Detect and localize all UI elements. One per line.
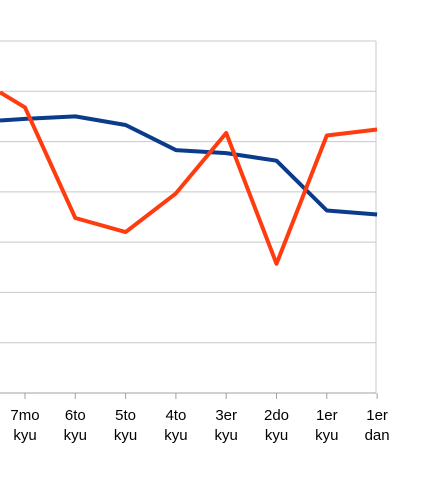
series-lines: [0, 90, 378, 266]
x-tick-label: 1er dan: [365, 407, 390, 444]
x-tick-label: 7mo kyu: [10, 407, 39, 444]
gridlines: [0, 40, 376, 344]
x-tick-label: 5to kyu: [114, 407, 137, 444]
x-tick-label: 3er kyu: [215, 407, 238, 444]
x-tick-label: 2do kyu: [264, 407, 289, 444]
axis-lines: [0, 41, 378, 399]
series-line-1: [0, 114, 378, 217]
series-line-2: [0, 90, 378, 266]
x-tick-labels: 7mo kyu 6to kyu 5to kyu 4to kyu 3er kyu 2do kyu 1er k…: [10, 407, 389, 444]
x-tick-label: 6to kyu: [64, 407, 87, 444]
x-tick-label: 1er kyu: [315, 407, 338, 444]
x-tick-label: 4to kyu: [164, 407, 187, 444]
